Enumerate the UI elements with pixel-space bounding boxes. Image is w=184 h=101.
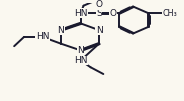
Text: HN: HN	[36, 32, 49, 41]
Text: CH₃: CH₃	[163, 9, 178, 18]
Text: HN: HN	[74, 56, 87, 65]
Text: N: N	[57, 26, 64, 35]
Text: HN: HN	[74, 9, 87, 18]
Text: N: N	[77, 46, 84, 55]
Text: O: O	[95, 0, 102, 9]
Text: N: N	[96, 26, 102, 35]
Text: O: O	[110, 9, 117, 18]
Text: CH₃: CH₃	[163, 9, 178, 18]
Text: S: S	[96, 9, 102, 18]
